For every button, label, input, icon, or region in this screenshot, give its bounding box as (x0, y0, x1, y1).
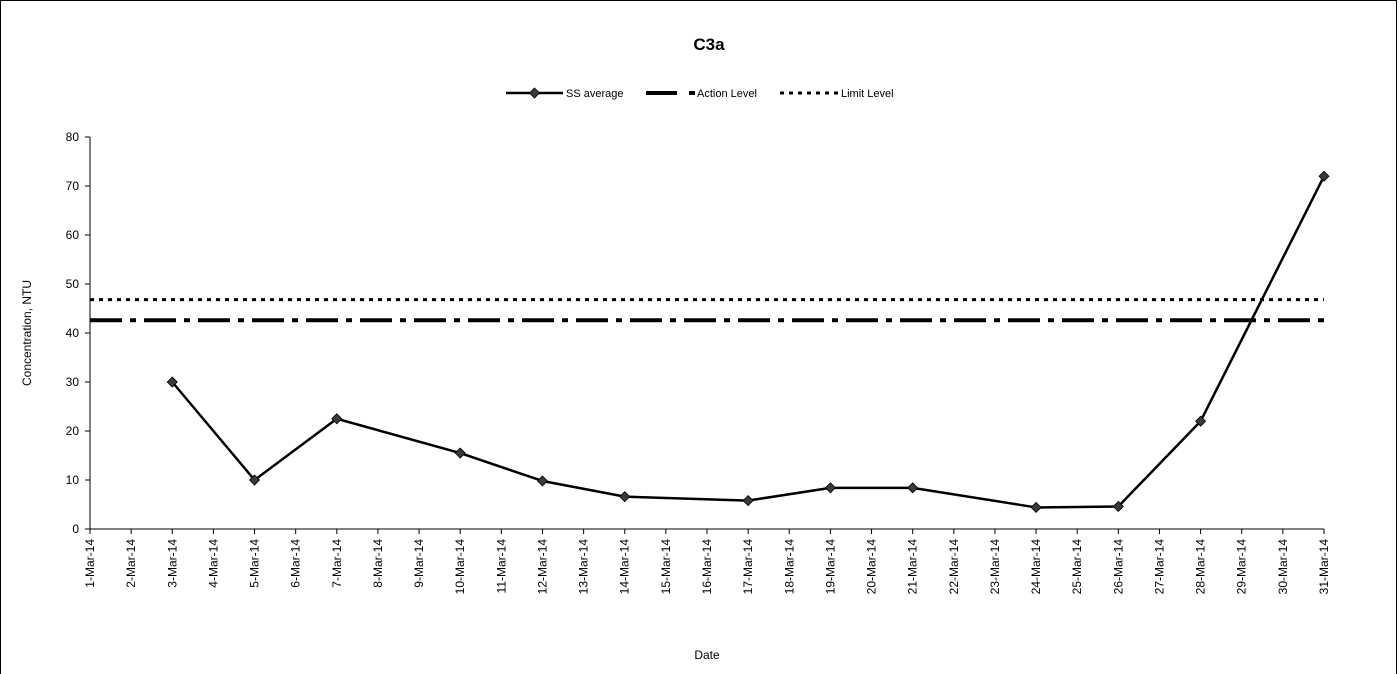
x-tick-label: 21-Mar-14 (906, 539, 920, 595)
ss-average-point (619, 491, 631, 503)
y-tick-label: 20 (66, 424, 80, 438)
x-tick-label: 10-Mar-14 (453, 539, 467, 595)
reference-lines (90, 298, 1324, 323)
x-tick-label: 30-Mar-14 (1276, 539, 1290, 595)
x-tick-label: 22-Mar-14 (947, 539, 961, 595)
x-tick-label: 3-Mar-14 (165, 539, 179, 588)
x-tick-label: 8-Mar-14 (371, 539, 385, 588)
x-tick-label: 24-Mar-14 (1029, 539, 1043, 595)
ss-average-point (536, 475, 549, 487)
x-tick-label: 28-Mar-14 (1194, 539, 1208, 595)
chart-title: C3a (693, 35, 725, 54)
ss-average-point (742, 495, 754, 507)
y-tick-label: 80 (66, 130, 80, 144)
x-tick-label: 6-Mar-14 (289, 539, 303, 588)
y-tick-label: 40 (66, 326, 80, 340)
x-tick-label: 16-Mar-14 (700, 539, 714, 595)
x-tick-label: 9-Mar-14 (412, 539, 426, 588)
x-tick-label: 27-Mar-14 (1152, 539, 1166, 595)
x-tick-label: 5-Mar-14 (248, 539, 262, 588)
ss-average-point (166, 376, 178, 388)
x-tick-label: 29-Mar-14 (1235, 539, 1249, 595)
ss-average-point (1195, 415, 1207, 427)
legend-ss-average-marker (528, 87, 541, 99)
y-tick-label: 60 (66, 228, 80, 242)
ss-average-point (1112, 500, 1124, 513)
legend: SS average Action Level Limit Level (506, 87, 894, 100)
y-tick-label: 30 (66, 375, 80, 389)
y-tick-label: 70 (66, 179, 80, 193)
y-tick-label: 50 (66, 277, 80, 291)
x-tick-label: 17-Mar-14 (741, 539, 755, 595)
ss-average-point (907, 482, 919, 494)
x-tick-label: 31-Mar-14 (1317, 539, 1331, 595)
x-tick-label: 13-Mar-14 (577, 539, 591, 595)
x-tick-label: 20-Mar-14 (865, 539, 879, 595)
y-axis-label: Concentration, NTU (20, 280, 34, 386)
ss-average-point (1318, 170, 1330, 182)
y-tick-label: 0 (72, 522, 79, 536)
legend-limit-level-label: Limit Level (841, 88, 894, 100)
ss-average-point (1030, 501, 1042, 514)
x-tick-label: 7-Mar-14 (330, 539, 344, 588)
x-tick-label: 15-Mar-14 (659, 539, 673, 595)
x-tick-label: 23-Mar-14 (988, 539, 1002, 595)
x-tick-label: 14-Mar-14 (618, 539, 632, 595)
x-tick-label: 26-Mar-14 (1111, 539, 1125, 595)
ss-average-line (171, 175, 1326, 509)
legend-ss-average-label: SS average (566, 88, 623, 100)
x-tick-label: 19-Mar-14 (823, 539, 837, 595)
ss-average-point (248, 474, 261, 486)
ss-average-point (331, 413, 343, 425)
ss-average-point (454, 447, 466, 459)
ss-average-point (824, 482, 836, 494)
y-tick-label: 10 (66, 473, 80, 487)
x-tick-label: 4-Mar-14 (206, 539, 220, 588)
x-tick-label: 18-Mar-14 (782, 539, 796, 595)
x-tick-label: 12-Mar-14 (535, 539, 549, 595)
legend-action-level-label: Action Level (697, 88, 757, 100)
x-tick-label: 11-Mar-14 (494, 539, 508, 594)
axes: 0 10 20 30 40 50 60 70 80 1-Mar-14 2-Mar-14 3-Mar-1… (66, 130, 1331, 594)
series-lines (166, 170, 1330, 514)
x-tick-label: 25-Mar-14 (1070, 539, 1084, 595)
x-tick-label: 1-Mar-14 (83, 539, 97, 588)
x-axis-label: Date (694, 648, 720, 662)
x-tick-label: 2-Mar-14 (124, 539, 138, 588)
